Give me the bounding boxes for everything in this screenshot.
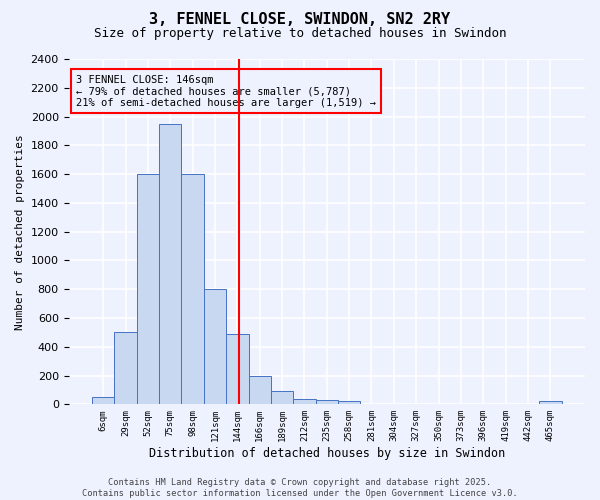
Bar: [226, 334, 248, 404]
Text: Size of property relative to detached houses in Swindon: Size of property relative to detached ho…: [94, 28, 506, 40]
Bar: [539, 402, 562, 404]
Bar: [293, 398, 316, 404]
Y-axis label: Number of detached properties: Number of detached properties: [15, 134, 25, 330]
Text: 3 FENNEL CLOSE: 146sqm
← 79% of detached houses are smaller (5,787)
21% of semi-: 3 FENNEL CLOSE: 146sqm ← 79% of detached…: [76, 74, 376, 108]
Bar: [338, 402, 361, 404]
Bar: [181, 174, 204, 404]
Bar: [92, 397, 115, 404]
Bar: [204, 289, 226, 405]
Text: Contains HM Land Registry data © Crown copyright and database right 2025.
Contai: Contains HM Land Registry data © Crown c…: [82, 478, 518, 498]
Bar: [316, 400, 338, 404]
Bar: [248, 376, 271, 404]
Text: 3, FENNEL CLOSE, SWINDON, SN2 2RY: 3, FENNEL CLOSE, SWINDON, SN2 2RY: [149, 12, 451, 28]
Bar: [137, 174, 159, 404]
Bar: [115, 332, 137, 404]
Bar: [159, 124, 181, 404]
Bar: [271, 392, 293, 404]
X-axis label: Distribution of detached houses by size in Swindon: Distribution of detached houses by size …: [149, 447, 505, 460]
